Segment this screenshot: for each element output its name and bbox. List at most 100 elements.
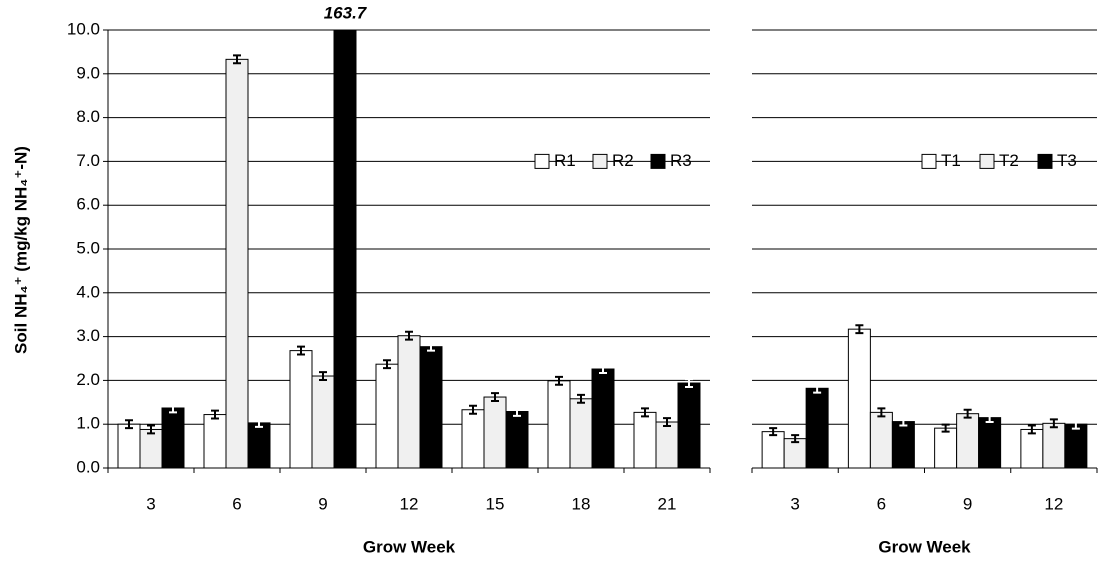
error-bar bbox=[255, 417, 263, 428]
bar bbox=[569, 398, 593, 469]
error-bar bbox=[985, 412, 994, 424]
value-label: 163.7 bbox=[324, 3, 368, 22]
bar bbox=[203, 414, 227, 469]
error-bar bbox=[577, 393, 585, 404]
x-tick-label: 12 bbox=[1044, 494, 1063, 513]
x-tick-label: 15 bbox=[486, 494, 505, 513]
bar bbox=[1042, 422, 1066, 469]
error-bar bbox=[1071, 418, 1080, 430]
error-bar bbox=[899, 416, 908, 427]
y-tick-label: 5.0 bbox=[76, 238, 100, 257]
legend-label: T3 bbox=[1057, 151, 1077, 170]
error-bar bbox=[319, 371, 327, 381]
bar bbox=[847, 328, 871, 469]
bar bbox=[419, 346, 443, 469]
x-tick-label: 9 bbox=[963, 494, 972, 513]
x-axis-title: Grow Week bbox=[363, 537, 456, 556]
legend: R1 R2 R3 bbox=[534, 151, 692, 170]
error-bar bbox=[1049, 418, 1058, 429]
bar bbox=[1020, 428, 1044, 469]
legend-swatch bbox=[979, 153, 995, 169]
bar bbox=[225, 58, 249, 469]
error-bar bbox=[211, 409, 219, 420]
error-bar bbox=[855, 324, 864, 335]
bar bbox=[677, 382, 701, 469]
x-tick-label: 6 bbox=[232, 494, 241, 513]
legend-label: R3 bbox=[670, 151, 692, 170]
bar bbox=[805, 387, 829, 469]
error-bar bbox=[877, 407, 886, 418]
legend-swatch bbox=[921, 153, 937, 169]
legend-label: R1 bbox=[554, 151, 576, 170]
error-bar bbox=[125, 419, 133, 430]
error-bar bbox=[233, 54, 241, 65]
legend-swatch bbox=[1037, 153, 1053, 169]
legend-swatch bbox=[592, 153, 608, 169]
error-bar bbox=[555, 375, 563, 386]
bar bbox=[117, 423, 141, 469]
y-tick-label: 9.0 bbox=[76, 63, 100, 82]
bar bbox=[633, 411, 657, 469]
error-bar bbox=[963, 408, 972, 419]
bar bbox=[289, 350, 313, 469]
x-tick-label: 9 bbox=[318, 494, 327, 513]
y-tick-label: 2.0 bbox=[76, 370, 100, 389]
error-bar bbox=[297, 345, 305, 356]
bar bbox=[311, 375, 335, 469]
error-bar bbox=[941, 423, 950, 433]
bar bbox=[461, 409, 485, 469]
error-bar bbox=[641, 407, 649, 418]
x-axis-title: Grow Week bbox=[878, 537, 971, 556]
error-bar bbox=[1027, 424, 1036, 435]
error-bar bbox=[791, 434, 800, 444]
bar bbox=[1064, 423, 1088, 469]
bar bbox=[505, 410, 529, 469]
error-bar bbox=[663, 417, 671, 427]
bar bbox=[397, 335, 421, 469]
y-tick-label: 4.0 bbox=[76, 282, 100, 301]
error-bar bbox=[169, 402, 177, 414]
legend-label: T1 bbox=[941, 151, 961, 170]
x-tick-label: 3 bbox=[790, 494, 799, 513]
bar bbox=[139, 428, 163, 469]
bars bbox=[117, 30, 701, 469]
y-tick-label: 6.0 bbox=[76, 195, 100, 214]
bar bbox=[934, 427, 958, 469]
x-tick-label: 6 bbox=[877, 494, 886, 513]
bar bbox=[375, 363, 399, 469]
bar bbox=[891, 421, 915, 469]
x-tick-label: 12 bbox=[400, 494, 419, 513]
legend-swatch bbox=[534, 153, 550, 169]
x-tick-label: 3 bbox=[146, 494, 155, 513]
error-bar bbox=[147, 424, 155, 435]
bar bbox=[956, 413, 980, 469]
legend-swatch bbox=[650, 153, 666, 169]
y-tick-label: 1.0 bbox=[76, 414, 100, 433]
bar bbox=[591, 368, 615, 469]
y-tick-label: 0.0 bbox=[76, 457, 100, 476]
error-bar bbox=[813, 382, 822, 394]
bar bbox=[161, 407, 185, 469]
x-tick-label: 18 bbox=[572, 494, 591, 513]
y-tick-label: 8.0 bbox=[76, 107, 100, 126]
error-bar bbox=[383, 359, 391, 370]
bar bbox=[247, 422, 271, 469]
legend-label: T2 bbox=[999, 151, 1019, 170]
bar bbox=[869, 411, 893, 469]
y-tick-label: 3.0 bbox=[76, 326, 100, 345]
bar bbox=[333, 30, 357, 469]
y-tick-label: 7.0 bbox=[76, 151, 100, 170]
error-bar bbox=[427, 341, 435, 352]
bar bbox=[483, 396, 507, 469]
x-tick-label: 21 bbox=[658, 494, 677, 513]
bar bbox=[547, 380, 571, 469]
legend: T1 T2 T3 bbox=[921, 151, 1077, 170]
bar bbox=[761, 431, 785, 469]
error-bar bbox=[513, 406, 521, 417]
bars bbox=[761, 324, 1088, 469]
error-bar bbox=[469, 404, 477, 415]
bar bbox=[655, 421, 679, 469]
error-bar bbox=[599, 364, 607, 374]
bar bbox=[978, 417, 1002, 469]
